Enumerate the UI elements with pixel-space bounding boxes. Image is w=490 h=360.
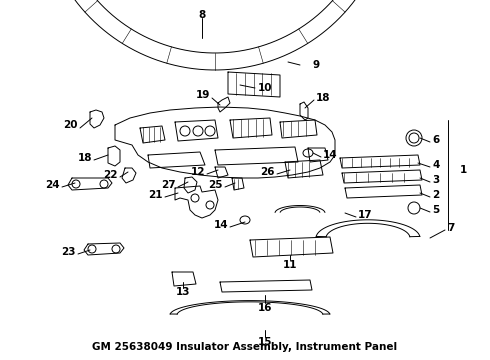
Text: 26: 26 [261,167,275,177]
Text: 25: 25 [209,180,223,190]
Text: 13: 13 [176,287,190,297]
Text: 22: 22 [103,170,118,180]
Text: GM 25638049 Insulator Assembly, Instrument Panel: GM 25638049 Insulator Assembly, Instrume… [93,342,397,352]
Text: 10: 10 [258,83,272,93]
Text: 16: 16 [258,303,272,313]
Text: 3: 3 [432,175,439,185]
Text: 1: 1 [460,165,467,175]
Text: 20: 20 [64,120,78,130]
Text: 19: 19 [196,90,210,100]
Text: 18: 18 [77,153,92,163]
Text: 7: 7 [447,223,454,233]
Text: 27: 27 [161,180,176,190]
Text: 14: 14 [213,220,228,230]
Text: 24: 24 [46,180,60,190]
Text: 23: 23 [62,247,76,257]
Text: 12: 12 [191,167,205,177]
Text: 6: 6 [432,135,439,145]
Text: 18: 18 [316,93,330,103]
Text: 21: 21 [148,190,163,200]
Text: 8: 8 [198,10,206,20]
Text: 11: 11 [283,260,297,270]
Text: 5: 5 [432,205,439,215]
Text: 4: 4 [432,160,440,170]
Text: 15: 15 [258,337,272,347]
Text: 2: 2 [432,190,439,200]
Text: 14: 14 [323,150,338,160]
Text: 9: 9 [312,60,319,70]
Text: 17: 17 [358,210,372,220]
